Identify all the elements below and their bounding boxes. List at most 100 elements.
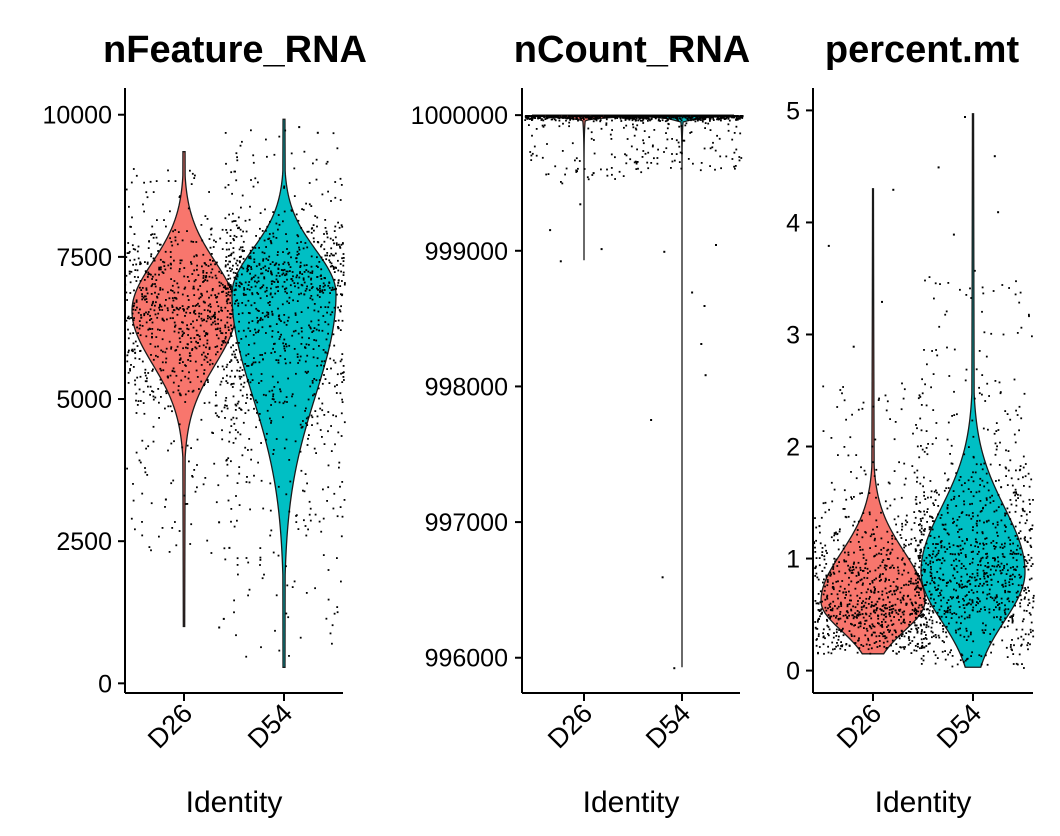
data-point [897,613,900,616]
data-point [993,599,996,602]
data-point [662,117,665,119]
data-point [265,289,268,292]
data-point [149,180,152,183]
data-point [1016,332,1019,334]
data-point [935,543,937,545]
data-point [915,627,917,630]
data-point [626,138,629,140]
data-point [1030,556,1033,559]
data-point [261,272,264,275]
data-point [326,254,328,257]
data-point [932,635,935,638]
data-point [152,398,155,401]
data-point [964,595,967,598]
data-point [713,115,716,117]
data-point [814,575,817,577]
data-point [238,342,240,344]
data-point [247,299,250,302]
data-point [924,498,927,500]
data-point [710,116,713,119]
data-point [655,115,658,117]
data-point [220,309,223,312]
data-point [707,115,710,117]
data-point [158,273,160,276]
data-point [235,152,238,155]
data-point [937,513,939,516]
data-point [128,205,130,208]
data-point [914,624,917,627]
data-point [998,603,1001,605]
data-point [245,481,248,483]
data-point [916,480,918,483]
data-point [201,265,203,268]
data-point [720,116,722,119]
data-point [1004,617,1006,620]
data-point [681,116,684,119]
data-point [212,314,215,317]
data-point [231,386,234,388]
data-point [341,481,344,483]
data-point [902,597,904,600]
data-point [268,233,271,235]
data-point [130,270,133,273]
data-point [692,119,694,121]
data-point [235,278,238,280]
data-point [342,253,345,255]
data-point [331,642,333,645]
data-point [974,585,977,587]
data-point [994,453,997,456]
data-point [1001,569,1004,571]
data-point [233,525,236,528]
data-point [910,577,913,580]
data-point [340,243,343,246]
data-point [1030,565,1033,567]
data-point [923,614,925,616]
data-point [333,254,335,257]
data-point [141,492,144,495]
data-point [910,542,912,545]
data-point [260,646,262,649]
data-point [857,580,860,583]
data-point [981,629,984,632]
data-point [321,259,324,261]
data-point [880,548,883,551]
data-point [227,293,229,296]
data-point [194,360,197,363]
data-point [1018,532,1020,534]
data-point [889,418,891,420]
data-point [275,438,278,440]
data-point [151,283,154,285]
data-point [998,479,1000,482]
data-point [853,642,856,644]
data-point [861,613,864,615]
data-point [248,438,251,440]
data-point [252,276,255,279]
data-point [605,122,608,125]
data-point [918,566,921,569]
data-point [241,312,244,315]
data-point [981,531,984,533]
data-point [568,121,571,124]
data-point [1029,537,1032,540]
data-point [886,626,888,628]
data-point [896,586,899,589]
data-point [865,613,868,616]
data-point [193,269,196,272]
data-point [235,349,238,351]
data-point [678,115,681,117]
data-point [900,634,903,637]
data-point [151,302,154,305]
data-point [868,624,871,627]
data-point [285,565,287,568]
jitter-points-nfeature-rna-d54 [224,126,346,658]
data-point [1011,600,1014,603]
data-point [1015,591,1018,594]
data-point [283,210,286,213]
data-point [989,568,992,571]
data-point [248,481,251,484]
data-point [224,186,227,189]
data-point [239,389,242,392]
data-point [206,279,209,282]
data-point [1016,596,1018,598]
data-point [920,588,922,591]
